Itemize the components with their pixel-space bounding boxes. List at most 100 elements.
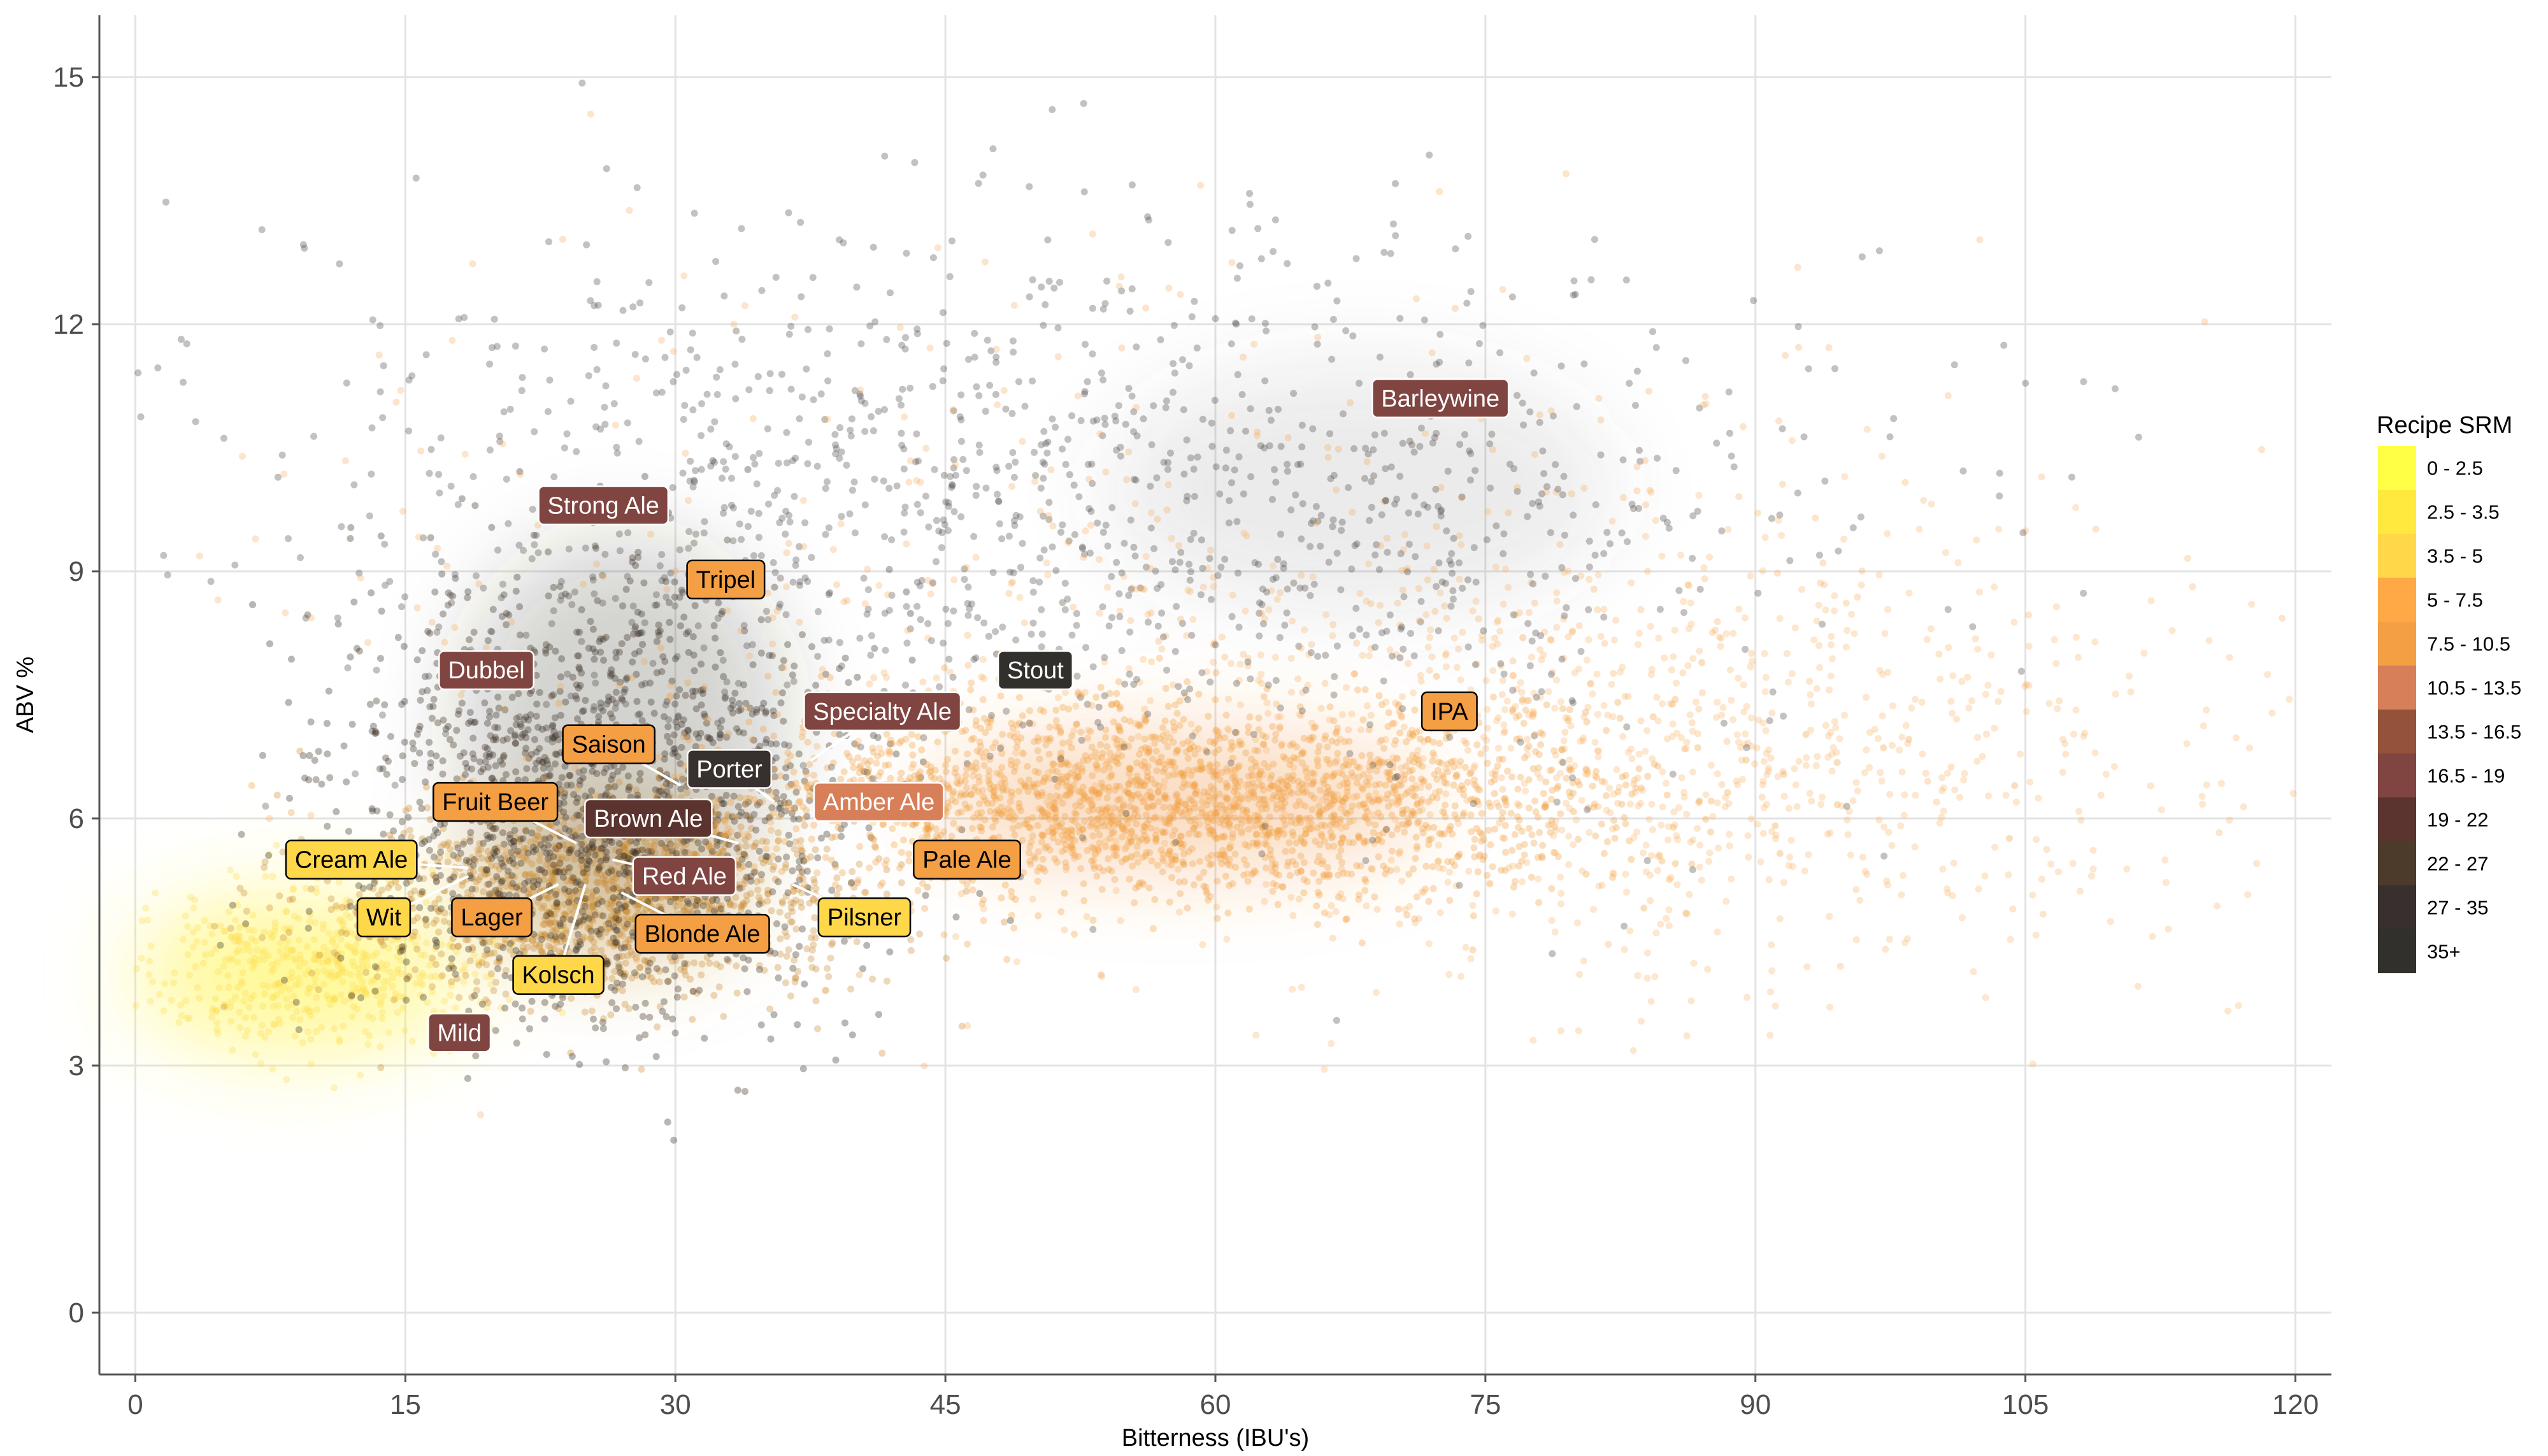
data-point: [501, 1004, 509, 1012]
data-point: [1314, 748, 1322, 756]
data-point: [509, 880, 517, 887]
data-point: [199, 959, 207, 967]
data-point: [182, 912, 189, 920]
data-point: [337, 916, 345, 924]
data-point: [1064, 761, 1072, 769]
data-point: [406, 826, 413, 834]
data-point: [617, 944, 625, 952]
data-point: [690, 652, 698, 659]
data-point: [1334, 750, 1342, 757]
data-point: [398, 701, 406, 708]
data-point: [368, 589, 375, 597]
data-point: [413, 731, 421, 738]
data-point: [943, 954, 950, 962]
data-point: [790, 768, 798, 776]
data-point: [1425, 897, 1433, 905]
data-point: [386, 968, 394, 976]
data-point: [251, 960, 259, 968]
data-point: [406, 935, 414, 943]
data-point: [916, 931, 924, 938]
data-point: [773, 920, 780, 927]
data-point: [712, 634, 719, 642]
data-point: [448, 955, 455, 962]
data-point: [225, 983, 233, 991]
data-point: [351, 931, 359, 938]
data-point: [980, 917, 987, 924]
data-point: [519, 1004, 526, 1012]
data-point: [327, 972, 334, 980]
data-point: [268, 967, 275, 975]
data-point: [478, 1001, 486, 1008]
data-point: [453, 775, 461, 783]
data-point: [279, 848, 287, 856]
data-point: [462, 972, 469, 980]
data-point: [502, 967, 510, 974]
data-point: [499, 736, 507, 744]
data-point: [474, 846, 482, 853]
data-point: [1001, 918, 1008, 926]
data-point: [226, 1003, 234, 1011]
data-point: [383, 961, 391, 969]
data-point: [505, 867, 512, 875]
data-point: [1396, 729, 1403, 737]
data-point: [1231, 850, 1239, 858]
data-point: [494, 694, 502, 701]
data-point: [612, 917, 619, 924]
data-point: [591, 851, 599, 859]
data-point: [886, 948, 894, 956]
data-point: [534, 724, 542, 731]
data-point: [578, 846, 585, 854]
data-point: [280, 934, 287, 941]
data-point: [576, 824, 584, 831]
data-point: [759, 859, 767, 867]
data-point: [261, 858, 269, 866]
data-point: [619, 980, 626, 988]
data-point: [512, 739, 519, 747]
data-point: [428, 983, 436, 990]
data-point: [376, 936, 384, 944]
data-point: [883, 890, 891, 898]
data-point: [634, 791, 641, 799]
data-point: [400, 994, 408, 1001]
data-point: [234, 946, 242, 954]
data-point: [840, 938, 848, 945]
data-point: [432, 945, 439, 952]
data-point: [573, 811, 581, 819]
data-point: [927, 767, 934, 774]
data-point: [668, 842, 676, 850]
data-point: [1467, 811, 1475, 819]
data-point: [432, 960, 440, 968]
data-point: [289, 885, 297, 892]
data-point: [792, 780, 799, 787]
data-point: [228, 933, 236, 941]
data-point: [598, 897, 606, 905]
data-point: [147, 997, 154, 1005]
data-point: [605, 697, 613, 705]
data-point: [423, 939, 431, 946]
data-point: [811, 914, 819, 922]
data-point: [527, 1008, 534, 1015]
data-point: [394, 884, 402, 891]
data-point: [625, 943, 633, 950]
data-point: [801, 980, 808, 988]
data-point: [743, 897, 750, 904]
data-point: [440, 610, 447, 618]
data-point: [652, 1053, 660, 1060]
data-point: [573, 942, 581, 950]
data-point: [698, 701, 705, 709]
data-point: [1611, 834, 1619, 842]
data-point: [841, 1019, 848, 1027]
data-point: [296, 980, 303, 988]
data-point: [276, 892, 283, 900]
data-point: [471, 952, 478, 959]
data-point: [327, 1001, 334, 1008]
data-point: [1015, 800, 1023, 807]
data-point: [552, 647, 559, 655]
data-point: [291, 1032, 299, 1040]
data-point: [343, 896, 350, 904]
data-point: [517, 723, 525, 731]
data-point: [468, 994, 476, 1001]
data-point: [787, 992, 794, 1000]
data-point: [1412, 855, 1419, 862]
data-point: [1224, 910, 1232, 917]
